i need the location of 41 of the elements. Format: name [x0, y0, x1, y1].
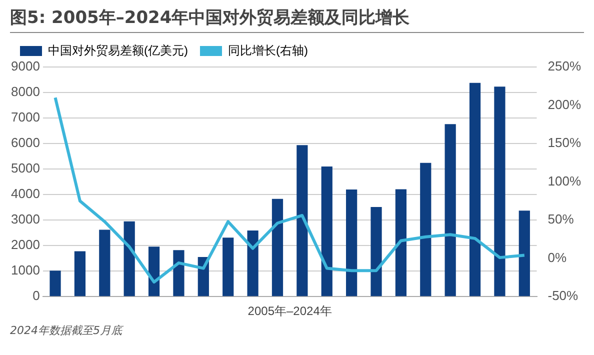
- bar: [420, 162, 432, 296]
- bar: [370, 207, 382, 296]
- y-tick-label: 1000: [11, 262, 40, 278]
- bar: [173, 250, 184, 296]
- bar: [148, 246, 160, 296]
- y-tick-label: 3000: [11, 212, 40, 227]
- y2-tick-label: 250%: [548, 58, 582, 74]
- bar: [99, 230, 110, 296]
- bar: [395, 189, 407, 296]
- legend-label: 同比增长(右轴): [228, 43, 308, 58]
- bar: [494, 86, 506, 296]
- y-tick-label: 2000: [11, 237, 40, 252]
- bar: [50, 270, 61, 296]
- bar: [247, 230, 258, 296]
- bar: [518, 210, 530, 296]
- bar: [296, 145, 308, 296]
- bar: [74, 251, 86, 296]
- y-tick-label: 5000: [11, 160, 40, 176]
- y-tick-label: 8000: [11, 84, 40, 100]
- chart-title: 图5: 2005年–2024年中国对外贸易差额及同比增长: [9, 7, 411, 30]
- text: 2024年数据截至5月底: [9, 323, 124, 338]
- y2-tick-label: 200%: [548, 96, 582, 112]
- legend-label: 中国对外贸易差额(亿美元): [48, 43, 188, 58]
- y-tick-label: 6000: [11, 135, 40, 150]
- y-tick-label: 4000: [11, 186, 40, 202]
- y-tick-label: 0: [32, 288, 40, 304]
- bar: [272, 198, 284, 296]
- bar: [346, 189, 358, 296]
- y-tick-label: 7000: [11, 110, 40, 125]
- x-axis-title: 2005年–2024年: [248, 304, 332, 318]
- bar: [222, 238, 234, 296]
- y2-tick-label: 50%: [548, 212, 574, 227]
- y2-tick-label: -50%: [548, 288, 579, 304]
- y2-tick-label: 100%: [548, 173, 582, 188]
- bar: [321, 166, 332, 296]
- y2-tick-label: 150%: [548, 135, 582, 150]
- y2-tick-label: 0%: [548, 250, 567, 265]
- y-tick-label: 9000: [11, 58, 40, 74]
- bar: [469, 82, 481, 296]
- bar: [124, 221, 135, 296]
- bar: [444, 124, 456, 296]
